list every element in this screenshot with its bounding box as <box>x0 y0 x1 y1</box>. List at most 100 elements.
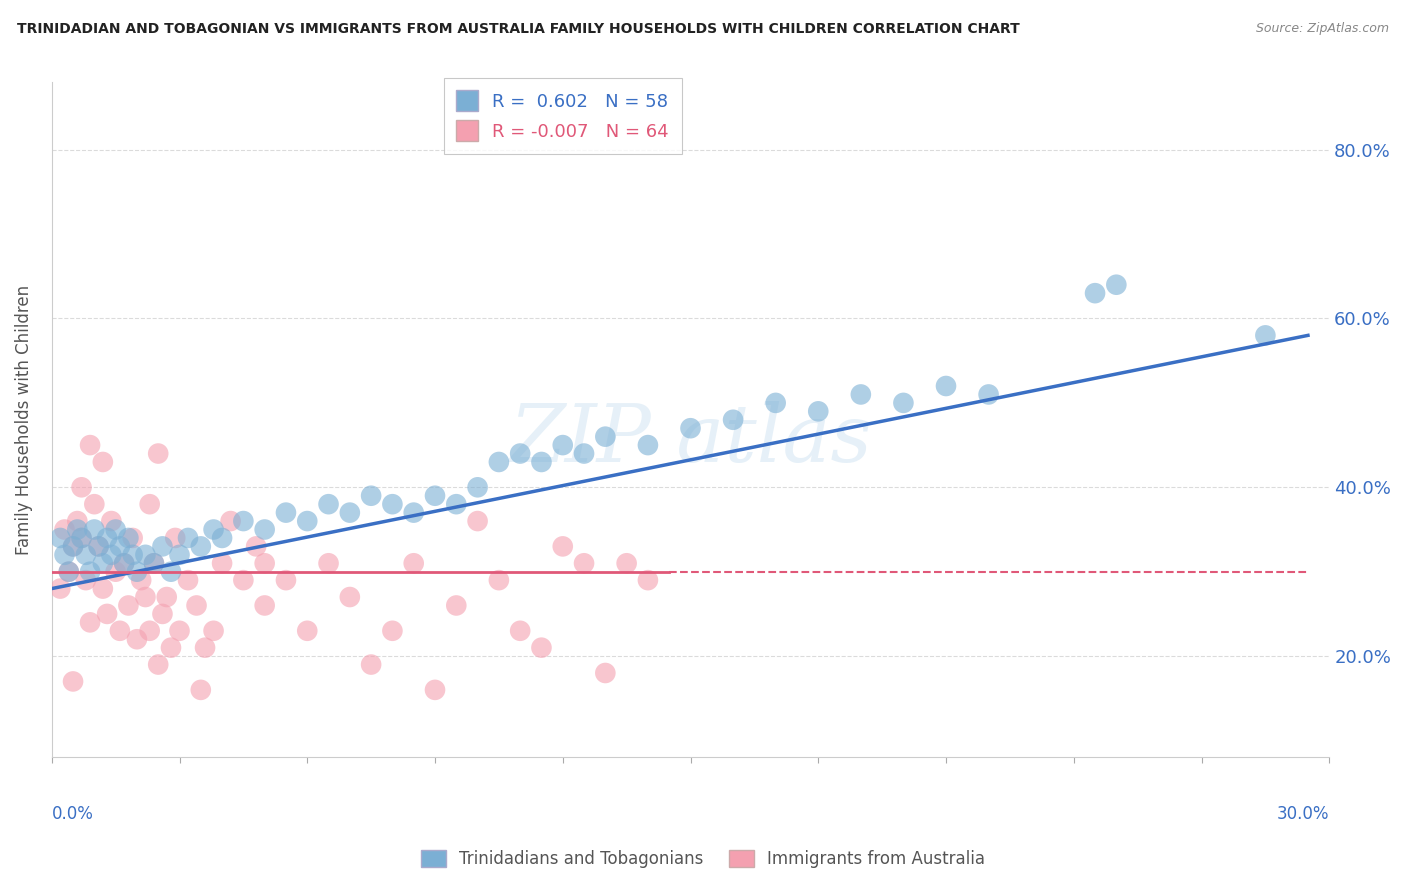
Point <box>152 540 174 554</box>
Point <box>318 497 340 511</box>
Point <box>616 556 638 570</box>
Point <box>202 624 225 638</box>
Point <box>79 615 101 630</box>
Point <box>62 540 84 554</box>
Legend: Trinidadians and Tobagonians, Immigrants from Australia: Trinidadians and Tobagonians, Immigrants… <box>415 843 991 875</box>
Point <box>148 446 170 460</box>
Point <box>100 514 122 528</box>
Point <box>807 404 830 418</box>
Point <box>595 665 617 680</box>
Point <box>91 556 114 570</box>
Point <box>381 624 404 638</box>
Point <box>765 396 787 410</box>
Point <box>177 573 200 587</box>
Point <box>70 480 93 494</box>
Point <box>572 446 595 460</box>
Text: 0.0%: 0.0% <box>52 805 94 822</box>
Point <box>87 540 110 554</box>
Text: 30.0%: 30.0% <box>1277 805 1329 822</box>
Point <box>79 565 101 579</box>
Point <box>245 540 267 554</box>
Point <box>211 531 233 545</box>
Point <box>509 624 531 638</box>
Point <box>134 590 156 604</box>
Point <box>935 379 957 393</box>
Text: Source: ZipAtlas.com: Source: ZipAtlas.com <box>1256 22 1389 36</box>
Point <box>253 523 276 537</box>
Point <box>339 590 361 604</box>
Point <box>253 556 276 570</box>
Point <box>679 421 702 435</box>
Point <box>125 632 148 647</box>
Point <box>156 590 179 604</box>
Point <box>165 531 187 545</box>
Point <box>87 540 110 554</box>
Point <box>488 455 510 469</box>
Point <box>169 624 191 638</box>
Point <box>551 438 574 452</box>
Point <box>104 565 127 579</box>
Point <box>62 674 84 689</box>
Point <box>117 531 139 545</box>
Point <box>121 531 143 545</box>
Point <box>202 523 225 537</box>
Point <box>91 582 114 596</box>
Point <box>53 523 76 537</box>
Point <box>96 531 118 545</box>
Point <box>339 506 361 520</box>
Point <box>83 497 105 511</box>
Point <box>66 523 89 537</box>
Point <box>467 514 489 528</box>
Point <box>58 565 80 579</box>
Point <box>186 599 208 613</box>
Point <box>134 548 156 562</box>
Point <box>152 607 174 621</box>
Text: TRINIDADIAN AND TOBAGONIAN VS IMMIGRANTS FROM AUSTRALIA FAMILY HOUSEHOLDS WITH C: TRINIDADIAN AND TOBAGONIAN VS IMMIGRANTS… <box>17 22 1019 37</box>
Point <box>893 396 915 410</box>
Point <box>274 573 297 587</box>
Point <box>83 523 105 537</box>
Point <box>360 489 382 503</box>
Point <box>112 556 135 570</box>
Point <box>381 497 404 511</box>
Point <box>977 387 1000 401</box>
Point <box>402 506 425 520</box>
Point <box>177 531 200 545</box>
Point <box>160 565 183 579</box>
Point <box>423 489 446 503</box>
Point <box>1084 286 1107 301</box>
Point <box>160 640 183 655</box>
Point <box>637 573 659 587</box>
Point <box>108 540 131 554</box>
Point <box>509 446 531 460</box>
Point <box>219 514 242 528</box>
Point <box>75 573 97 587</box>
Point <box>572 556 595 570</box>
Point <box>53 548 76 562</box>
Point <box>190 682 212 697</box>
Y-axis label: Family Households with Children: Family Households with Children <box>15 285 32 555</box>
Point <box>297 624 319 638</box>
Point <box>104 523 127 537</box>
Point <box>318 556 340 570</box>
Point <box>402 556 425 570</box>
Point <box>142 556 165 570</box>
Point <box>58 565 80 579</box>
Point <box>297 514 319 528</box>
Point <box>142 556 165 570</box>
Point <box>112 556 135 570</box>
Point <box>211 556 233 570</box>
Point <box>75 548 97 562</box>
Point <box>253 599 276 613</box>
Point <box>595 430 617 444</box>
Point <box>138 497 160 511</box>
Point <box>488 573 510 587</box>
Point <box>232 514 254 528</box>
Point <box>467 480 489 494</box>
Point <box>49 582 72 596</box>
Point <box>66 514 89 528</box>
Point <box>96 607 118 621</box>
Point <box>121 548 143 562</box>
Point <box>49 531 72 545</box>
Point <box>849 387 872 401</box>
